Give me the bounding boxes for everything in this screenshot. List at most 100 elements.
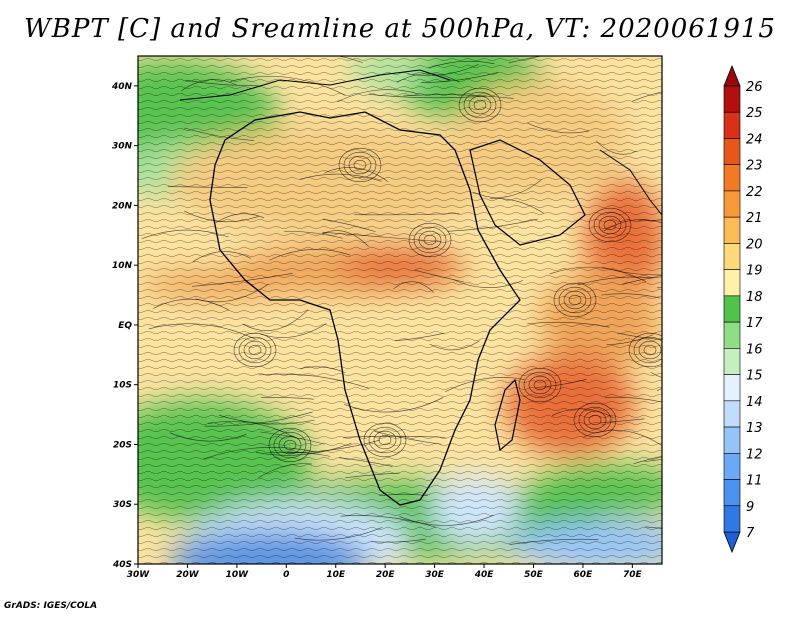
streamline bbox=[185, 79, 259, 86]
plot-frame bbox=[137, 55, 663, 565]
coastline-india bbox=[599, 149, 662, 216]
streamline bbox=[393, 281, 434, 293]
streamline-vortex bbox=[523, 371, 557, 399]
streamline-vortex bbox=[373, 430, 397, 450]
grads-credit: GrADS: IGES/COLA bbox=[4, 601, 98, 611]
streamline-vortex bbox=[558, 286, 592, 314]
streamline bbox=[208, 420, 296, 438]
streamline bbox=[600, 418, 645, 423]
colorbar-label: 26 bbox=[746, 80, 763, 95]
colorbar-segment bbox=[723, 505, 741, 533]
streamline-vortex bbox=[638, 340, 662, 360]
streamline bbox=[429, 340, 480, 351]
streamline bbox=[343, 435, 446, 438]
lat-tick-label: 30S bbox=[113, 500, 132, 510]
streamline bbox=[181, 79, 237, 91]
streamline bbox=[582, 429, 662, 447]
colorbar-label: 23 bbox=[746, 159, 763, 174]
colorbar-segment bbox=[723, 374, 741, 402]
streamline-vortex bbox=[353, 159, 367, 171]
lon-tick-label: 0 bbox=[283, 570, 289, 580]
colorbar-label: 9 bbox=[746, 500, 754, 515]
streamline bbox=[577, 276, 653, 286]
lon-tick-label: 50E bbox=[524, 570, 544, 580]
lat-tick-label: EQ bbox=[118, 321, 132, 331]
streamline bbox=[148, 323, 256, 340]
streamline-vortex bbox=[348, 155, 372, 175]
colorbar-segment bbox=[723, 190, 741, 218]
streamline-vortex bbox=[243, 340, 267, 360]
colorbar-label: 11 bbox=[746, 474, 763, 489]
streamline-vortex bbox=[418, 230, 442, 250]
streamline bbox=[656, 388, 662, 391]
streamline-vortex bbox=[593, 211, 627, 239]
latitude-ticks: 40N 30N 20N 10N EQ 10S 20S 30S 40S bbox=[111, 82, 138, 570]
streamline bbox=[141, 229, 229, 240]
streamline bbox=[218, 414, 315, 425]
streamline-vortex bbox=[378, 434, 392, 446]
streamline bbox=[632, 91, 662, 102]
streamline bbox=[294, 527, 383, 541]
streamline bbox=[603, 219, 662, 232]
streamline bbox=[370, 538, 426, 543]
streamline bbox=[645, 526, 662, 529]
colorbar-label: 19 bbox=[746, 264, 763, 279]
streamline-vortex bbox=[553, 282, 597, 318]
streamline-vortex bbox=[588, 207, 632, 243]
streamline bbox=[396, 73, 460, 83]
lat-tick-label: 40N bbox=[111, 82, 133, 92]
map-plot-area bbox=[138, 56, 662, 564]
streamline bbox=[527, 122, 590, 134]
lon-tick-label: 10E bbox=[326, 570, 346, 580]
streamline bbox=[224, 56, 233, 57]
lon-tick-label: 20E bbox=[376, 570, 396, 580]
streamline-vortex bbox=[368, 426, 402, 454]
colorbar-top-arrow bbox=[723, 64, 741, 87]
streamline bbox=[650, 372, 662, 378]
streamline bbox=[338, 457, 393, 467]
streamline bbox=[394, 332, 445, 342]
lon-tick-label: 70E bbox=[623, 570, 643, 580]
coastline-madagascar bbox=[494, 378, 521, 452]
colorbar-label: 22 bbox=[746, 185, 763, 200]
colorbar-segment bbox=[723, 321, 741, 349]
streamline-vortex bbox=[268, 427, 312, 463]
streamline bbox=[403, 94, 514, 99]
streamline-vortex bbox=[603, 219, 617, 231]
colorbar-segment bbox=[723, 295, 741, 323]
streamlines bbox=[141, 56, 662, 545]
streamline-vortex bbox=[588, 414, 602, 426]
streamline bbox=[595, 140, 637, 155]
streamline bbox=[230, 75, 346, 96]
streamline-vortex bbox=[273, 431, 307, 459]
streamline bbox=[452, 279, 523, 288]
streamline bbox=[638, 219, 662, 222]
streamline bbox=[183, 127, 254, 141]
streamline bbox=[604, 396, 662, 403]
streamline bbox=[549, 266, 647, 283]
streamline-vortex bbox=[468, 95, 492, 115]
streamline bbox=[167, 186, 248, 188]
longitude-ticks: 30W 20W 10W 0 10E 20E 30E 40E 50E 60E 70E bbox=[127, 564, 643, 580]
streamline-vortex bbox=[278, 435, 302, 455]
colorbar-segment bbox=[723, 400, 741, 428]
colorbar-segment bbox=[723, 243, 741, 270]
lat-tick-label: 20N bbox=[112, 201, 133, 211]
colorbar-segment bbox=[723, 111, 741, 139]
streamline bbox=[169, 432, 247, 442]
lon-tick-label: 60E bbox=[574, 570, 594, 580]
streamline bbox=[184, 210, 259, 223]
streamline bbox=[300, 366, 346, 373]
streamline-vortex bbox=[528, 375, 552, 395]
streamline bbox=[204, 411, 313, 427]
streamline bbox=[259, 431, 325, 445]
streamline bbox=[345, 472, 400, 479]
colorbar-label: 17 bbox=[746, 316, 763, 331]
streamline-vortex bbox=[408, 222, 452, 258]
streamline bbox=[622, 276, 662, 285]
streamline-vortex bbox=[533, 379, 547, 391]
streamline-vortex bbox=[248, 344, 262, 356]
lat-tick-label: 10N bbox=[112, 261, 133, 271]
streamline bbox=[447, 218, 538, 232]
